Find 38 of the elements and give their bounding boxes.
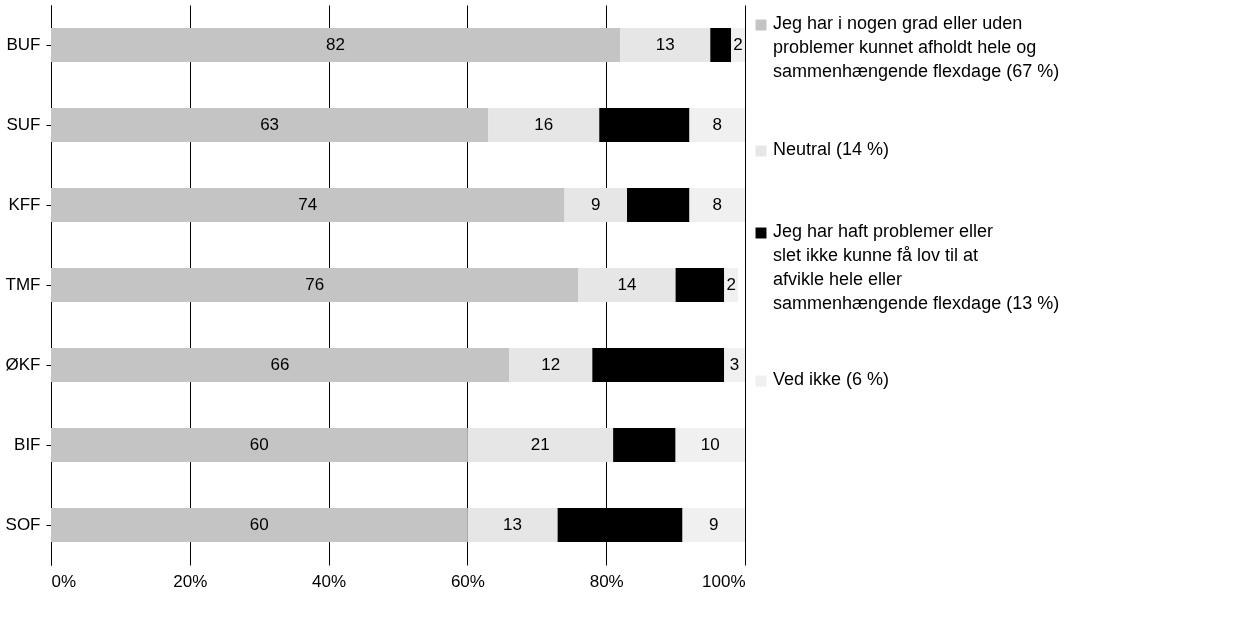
data-label: 12 xyxy=(541,355,561,374)
data-label: 8 xyxy=(712,115,722,134)
data-label: 76 xyxy=(305,275,325,294)
data-label: 60 xyxy=(249,515,269,534)
y-tick-label: ØKF xyxy=(5,355,41,374)
x-tick-label: 100% xyxy=(702,571,746,591)
data-label: 9 xyxy=(709,515,719,534)
data-label: 8 xyxy=(712,195,722,214)
data-label: 9 xyxy=(591,195,601,214)
y-tick-label: BUF xyxy=(6,35,41,54)
y-tick-label: TMF xyxy=(5,275,41,294)
data-label: 3 xyxy=(729,355,740,374)
data-label: 21 xyxy=(530,435,550,454)
x-tick-label: 40% xyxy=(312,571,347,591)
data-label: 13 xyxy=(655,35,675,54)
y-tick-label: SUF xyxy=(6,115,41,134)
data-label: 60 xyxy=(249,435,269,454)
y-tick-label: KFF xyxy=(8,195,41,214)
x-tick-label: 20% xyxy=(173,571,208,591)
data-label: 16 xyxy=(534,115,554,134)
legend-label: Jeg har i nogen grad eller uden problemer kunnet afholdt hele og sammenhængende flexdage (67 %) xyxy=(773,13,1060,81)
data-label: 10 xyxy=(700,435,720,454)
legend-label: Neutral (14 %) xyxy=(773,139,890,159)
data-label: 2 xyxy=(726,275,736,294)
data-label: 13 xyxy=(503,515,522,534)
data-label: 82 xyxy=(326,35,345,54)
x-tick-label: 0% xyxy=(51,571,77,591)
data-label: 66 xyxy=(270,355,290,374)
x-tick-label: 60% xyxy=(450,571,485,591)
data-label: 2 xyxy=(733,35,743,54)
legend-label: Ved ikke (6 %) xyxy=(773,369,890,389)
y-tick-label: BIF xyxy=(14,435,41,454)
data-label: 63 xyxy=(260,115,280,134)
y-tick-label: SOF xyxy=(5,515,41,534)
data-label: 14 xyxy=(617,275,637,294)
legend-label: Jeg har haft problemer eller slet ikke kunne få lov til at afvikle hele eller sammenhængende flexdage (13 %) xyxy=(773,221,1060,313)
x-tick-label: 80% xyxy=(589,571,624,591)
data-label: 74 xyxy=(298,195,318,214)
